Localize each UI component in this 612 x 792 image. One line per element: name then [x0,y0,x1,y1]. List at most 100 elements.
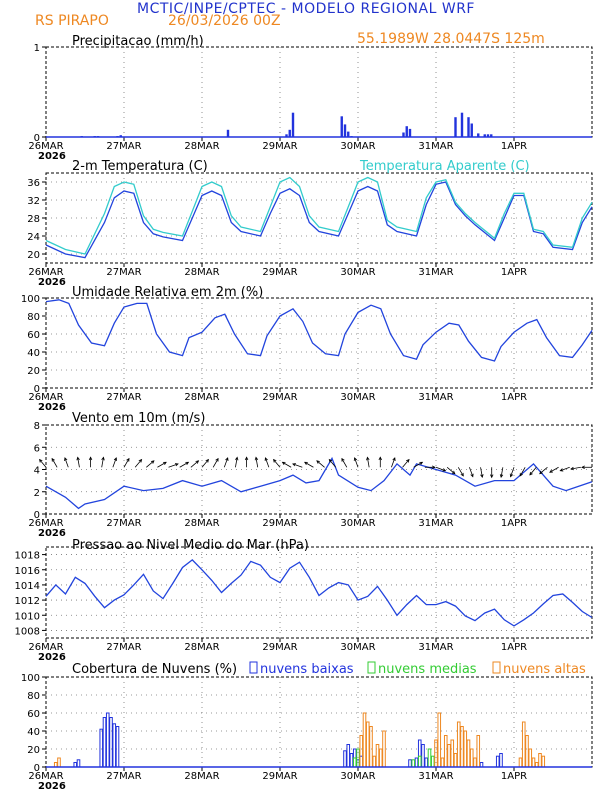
precip-bar [226,129,230,137]
wind-arrow [64,457,69,468]
wind-arrow-head [529,471,533,476]
y-tick-label: 2 [34,488,40,499]
wind-arrow-head [316,460,320,464]
wind-arrow [480,467,483,478]
x-tick-label: 29MAR [262,267,297,278]
x-year-label: 2026 [38,151,66,162]
wind-arrow-head [174,463,179,467]
x-tick-label: 27MAR [106,141,141,152]
coordinates-label: 55.1989W 28.0447S 125m [357,31,545,47]
wind-arrow-head [88,456,93,461]
cloud-bar-3 [476,735,481,768]
panel-4: 0 2 4 6 8 26MAR 27MAR 28MAR 29MAR 30MAR 31MAR 1APR 2… [28,411,593,539]
y-tick-label: 32 [27,196,40,207]
x-tick-label: 27MAR [106,267,141,278]
wind-arrow [201,459,209,468]
panel-title: Precipitacao (mm/h) [72,34,204,49]
panel-3: 0 20 40 60 80 100 26MAR 27MAR 28MAR 29MAR 30MAR 31M… [21,285,593,413]
wind-arrow-head [519,472,523,477]
panel-frame [45,424,593,515]
wind-arrow-head [215,457,219,462]
x-tick-label: 28MAR [184,392,219,403]
wind-arrow-head [51,457,55,462]
cloud-bar-3 [525,735,529,768]
cloud-bar-1 [346,744,351,768]
wind-arrow [435,466,446,472]
precip-bar [470,123,473,137]
wind-arrow-head [101,456,105,461]
x-year-label: 2026 [38,781,66,792]
x-tick-label: 1APR [501,267,527,278]
cloud-bar-1 [421,744,425,768]
x-tick-label: 30MAR [340,642,375,653]
wind-arrow-head [195,460,200,464]
precip-bar [291,112,295,137]
x-tick-label: 31MAR [418,518,453,529]
wind-arrow-head [509,473,514,478]
legend-label: nuvens baixas [260,662,354,677]
y-tick-label: 100 [21,673,40,684]
x-tick-label: 1APR [501,642,527,653]
y-tick-label: 80 [27,691,40,702]
wind-arrow-head [559,468,564,472]
cloud-bar-3 [437,712,442,768]
y-tick-label: 0 [34,763,40,774]
y-tick-label: 100 [21,294,40,305]
x-tick-label: 28MAR [184,141,219,152]
wind-arrow [500,467,504,478]
wind-arrow [539,466,548,475]
cloud-bar-3 [528,748,533,768]
x-tick-label: 28MAR [184,518,219,529]
wind-arrow [146,460,155,468]
wind-arrow [273,459,281,468]
y-tick-label: 40 [27,727,40,738]
precip-bar [467,117,470,137]
cloud-bar-3 [440,757,445,768]
wind-arrow-head [353,457,358,461]
cloud-bar-1 [349,753,354,768]
panel-frame [45,172,593,264]
wind-arrow [168,463,179,468]
x-tick-label: 29MAR [262,392,297,403]
wind-arrow-head [460,472,464,477]
cloud-bar-3 [538,753,542,768]
wind-arrow-head [138,458,143,463]
y-tick-label: 60 [27,330,40,341]
precip-bar [483,134,486,137]
wind-arrow-head [480,474,484,478]
wind-arrow-head [490,474,494,479]
x-tick-label: 26MAR [28,267,63,278]
wind-arrow-head [406,458,410,463]
x-tick-label: 1APR [501,141,527,152]
legend-label: nuvens altas [503,662,586,677]
wind-arrow-head [470,473,474,478]
cloud-bar-3 [57,757,61,768]
x-tick-label: 28MAR [184,267,219,278]
cloud-bar-3 [456,721,461,768]
x-tick-label: 29MAR [262,141,297,152]
cloud-bar-3 [453,753,458,768]
wind-arrow-head [264,457,268,461]
wind-arrow-head [113,457,117,461]
x-tick-label: 29MAR [262,518,297,529]
wind-arrow [316,460,325,468]
wind-arrow [304,461,314,468]
cloud-bar-3 [378,748,383,768]
x-tick-label: 28MAR [184,771,219,782]
x-tick-label: 28MAR [184,642,219,653]
wind-arrow-head [150,460,155,464]
wind-arrow-head [235,456,239,461]
main-title: MCTIC/INPE/CPTEC - MODELO REGIONAL WRF [137,1,475,17]
cloud-bar-3 [443,735,448,768]
wind-arrow [519,467,526,477]
precip-bar [460,112,464,137]
wind-arrow [328,459,337,468]
x-tick-label: 1APR [501,771,527,782]
panel-6: 0 20 40 60 80 100 26MAR 27MAR 28MAR 29MAR 30MAR 31M… [21,661,593,792]
run-date-label: 26/03/2026 00Z [168,13,281,29]
x-tick-label: 1APR [501,392,527,403]
precip-bar [402,132,405,137]
panel-title: Vento em 10m (m/s) [72,411,205,426]
wind-arrow [134,459,142,468]
